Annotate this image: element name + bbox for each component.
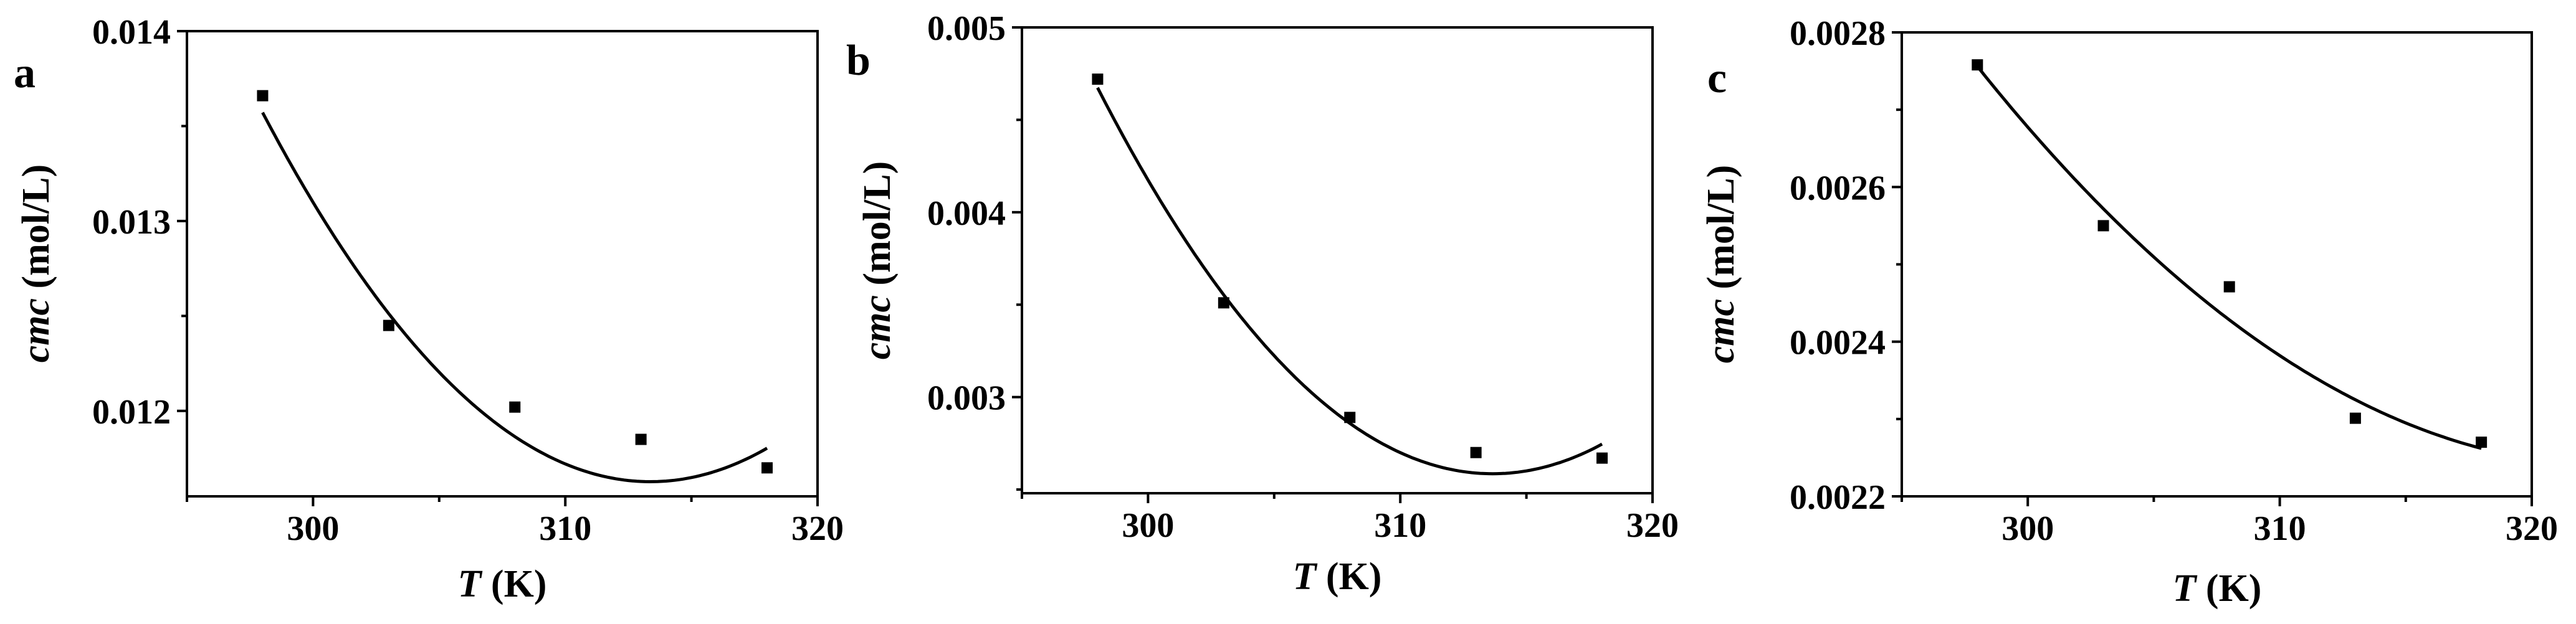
x-axis-unit: (K) [1316, 555, 1381, 598]
fit-curve [261, 111, 768, 484]
y-tick-label: 0.012 [92, 393, 171, 432]
y-axis-unit: (mol/L) [1700, 165, 1742, 299]
data-point [2476, 437, 2488, 448]
plot-frame [1901, 31, 2533, 498]
data-point [2223, 281, 2235, 293]
y-tick-label: 0.014 [92, 13, 171, 52]
y-tick-label: 0.0022 [1790, 478, 1886, 517]
data-point [2349, 412, 2361, 424]
fit-curve [1096, 87, 1603, 476]
x-tick-label: 320 [791, 509, 844, 548]
x-axis-unit: (K) [2196, 567, 2261, 610]
data-point [1218, 297, 1229, 309]
x-axis-variable: T [2173, 567, 2198, 610]
y-tick-label: 0.004 [927, 194, 1006, 233]
y-axis-title: cmc (mol/L) [1700, 165, 1742, 364]
x-axis-unit: (K) [481, 563, 546, 605]
data-point [1972, 59, 1983, 71]
data-point [1596, 452, 1608, 464]
x-tick-label: 300 [287, 509, 339, 548]
panel-letter: a [14, 49, 36, 97]
x-tick-label: 300 [2001, 509, 2054, 548]
x-tick-label: 300 [1122, 506, 1174, 545]
chart-panel-a: a T (K) cmc (mol/L) 300 310 320 0.012 0.013 0… [14, 13, 844, 605]
y-axis-unit: (mol/L) [15, 164, 57, 298]
data-point [2097, 220, 2109, 232]
y-tick-label: 0.005 [927, 9, 1006, 48]
data-point [509, 401, 521, 413]
data-point [1470, 447, 1482, 458]
y-axis-variable: cmc [856, 295, 899, 359]
x-tick-label: 320 [2506, 509, 2558, 548]
x-axis-title: T (K) [1293, 555, 1382, 598]
x-axis-variable: T [1293, 555, 1318, 598]
data-point [635, 433, 647, 445]
x-tick-label: 310 [1374, 506, 1426, 545]
data-point [761, 462, 773, 474]
plot-frame [186, 30, 819, 498]
x-axis-title: T (K) [2173, 567, 2262, 610]
x-tick-label: 310 [2254, 509, 2306, 548]
data-point [1344, 412, 1356, 423]
y-axis-unit: (mol/L) [856, 161, 899, 295]
panel-letter: b [846, 37, 871, 85]
data-point [383, 319, 394, 331]
data-point [257, 90, 269, 102]
x-axis-variable: T [458, 563, 483, 605]
chart-panel-b: b T (K) cmc (mol/L) 300 310 320 0.003 0.004 0… [846, 9, 1679, 598]
y-axis-variable: cmc [15, 298, 57, 362]
y-tick-label: 0.013 [92, 203, 171, 242]
y-tick-label: 0.0028 [1790, 14, 1886, 53]
data-point [1092, 73, 1104, 85]
y-tick-label: 0.0026 [1790, 169, 1886, 207]
y-axis-title: cmc (mol/L) [856, 161, 899, 360]
y-tick-label: 0.0024 [1790, 324, 1886, 362]
chart-panel-c: c T (K) cmc (mol/L) 300 310 320 0.0022 0.002… [1700, 14, 2558, 610]
fit-curve [1976, 65, 2482, 450]
x-tick-label: 320 [1626, 506, 1679, 545]
plot-frame [1021, 26, 1654, 494]
y-axis-variable: cmc [1700, 299, 1742, 363]
y-tick-label: 0.003 [927, 379, 1006, 418]
panel-letter: c [1707, 54, 1727, 102]
x-axis-title: T (K) [458, 563, 547, 605]
y-axis-title: cmc (mol/L) [15, 164, 57, 363]
x-tick-label: 310 [539, 509, 591, 548]
